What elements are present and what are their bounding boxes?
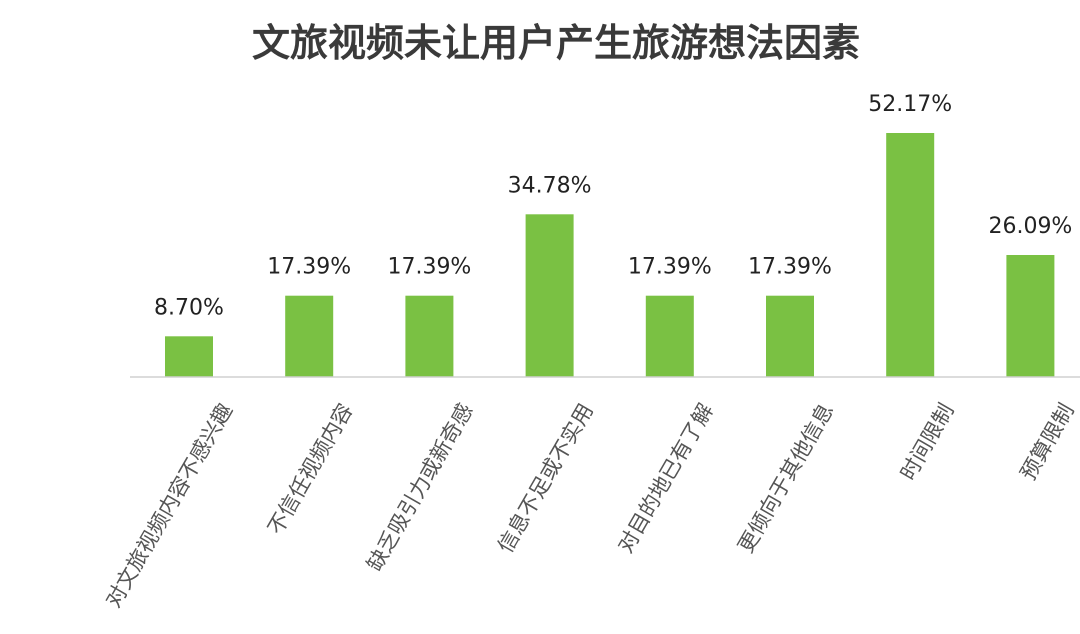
value-label-7: 52.17% [868,92,952,117]
category-label-3: 缺乏吸引力或新奇感 [362,400,477,576]
bars-group [165,133,1055,377]
category-label-1: 对文旅视频内容不感兴趣 [101,400,237,612]
bar-3 [405,295,454,377]
bar-4 [525,214,574,377]
category-label-8: 预算限制 [1016,400,1079,485]
value-label-5: 17.39% [628,255,712,280]
category-label-4: 信息不足或不实用 [493,400,598,557]
category-labels-group: 对文旅视频内容不感兴趣 不信任视频内容 缺乏吸引力或新奇感 信息不足或不实用 对目的地已… [101,400,1079,612]
bar-5 [645,295,694,377]
bar-7 [886,133,935,377]
value-label-2: 17.39% [267,255,351,280]
bar-8 [1006,255,1055,377]
bar-1 [165,336,213,377]
category-label-6: 更倾向于其他信息 [734,400,839,557]
value-label-8: 26.09% [988,214,1072,239]
value-label-6: 17.39% [748,255,832,280]
bar-6 [766,295,814,377]
category-label-5: 对目的地已有了解 [613,400,718,557]
bar-2 [285,295,334,377]
value-label-4: 34.78% [508,173,592,198]
category-label-2: 不信任视频内容 [263,400,357,539]
value-label-3: 17.39% [387,255,471,280]
value-label-1: 8.70% [154,295,224,320]
category-label-7: 时间限制 [896,400,959,485]
chart-title: 文旅视频未让用户产生旅游想法因素 [252,20,860,65]
value-labels-group: 8.70% 17.39% 17.39% 34.78% 17.39% 17.39% 52.17… [154,92,1072,320]
